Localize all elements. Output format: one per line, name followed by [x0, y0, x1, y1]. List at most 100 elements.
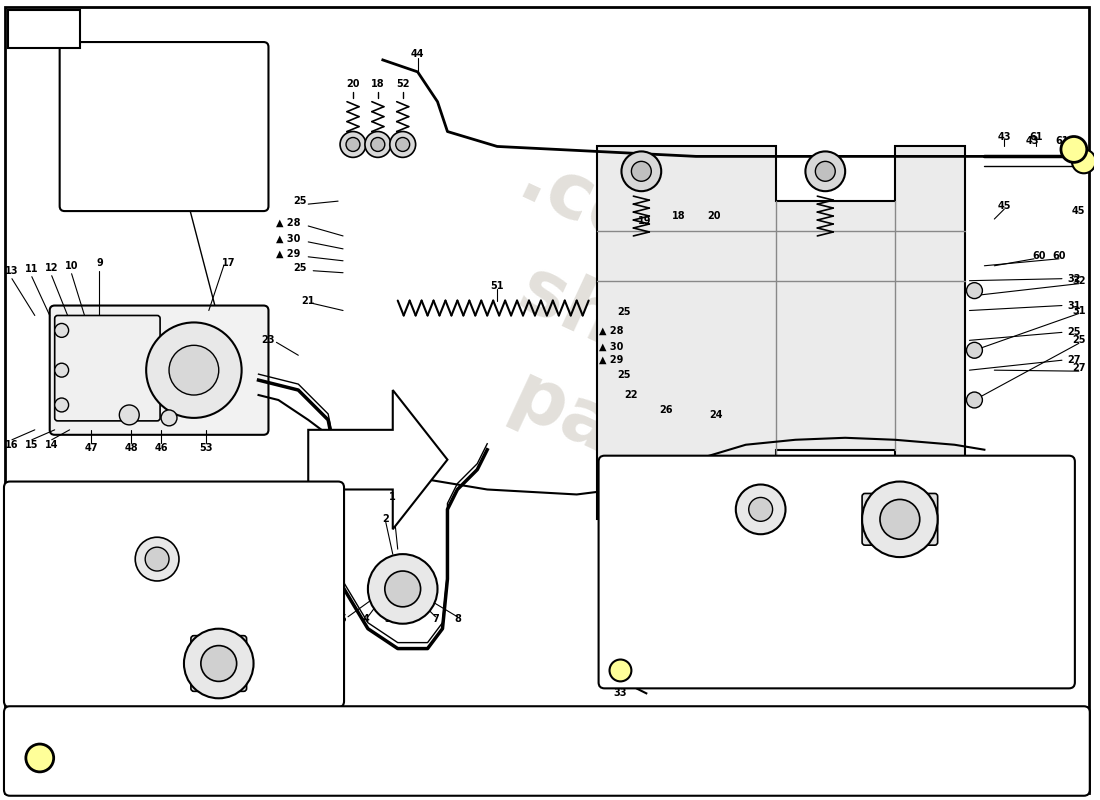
- Text: 22: 22: [625, 390, 638, 400]
- Circle shape: [749, 498, 772, 522]
- Text: 18: 18: [371, 79, 385, 89]
- Text: ▲ 29: ▲ 29: [600, 355, 624, 366]
- Text: 51: 51: [491, 281, 504, 290]
- Text: ▲ 30: ▲ 30: [600, 342, 624, 351]
- Circle shape: [367, 554, 438, 624]
- Text: 41: 41: [197, 609, 210, 618]
- Text: 53: 53: [199, 442, 212, 453]
- Text: 23: 23: [262, 335, 275, 346]
- Circle shape: [862, 482, 937, 557]
- Text: 9: 9: [96, 258, 102, 268]
- Text: Old solution: Old solution: [126, 80, 201, 90]
- Circle shape: [201, 646, 236, 682]
- Circle shape: [146, 322, 242, 418]
- FancyBboxPatch shape: [8, 10, 79, 48]
- Text: 33: 33: [18, 683, 32, 694]
- Text: 6: 6: [409, 614, 416, 624]
- Text: 43: 43: [998, 131, 1011, 142]
- FancyBboxPatch shape: [4, 706, 1090, 796]
- Text: 47: 47: [85, 442, 98, 453]
- Text: 25: 25: [294, 196, 307, 206]
- Text: 4: 4: [363, 614, 370, 624]
- Text: 49: 49: [670, 465, 683, 474]
- Circle shape: [1071, 150, 1096, 174]
- Text: 17: 17: [132, 117, 146, 126]
- Text: Vale fino all’Ass. Nr. 103178: Vale fino all’Ass. Nr. 103178: [696, 710, 871, 720]
- Text: A: A: [616, 666, 625, 675]
- Text: 26: 26: [311, 460, 324, 470]
- Text: 1: 1: [389, 493, 396, 502]
- Text: 44: 44: [411, 49, 425, 59]
- Text: 60: 60: [1032, 251, 1046, 261]
- Circle shape: [815, 162, 835, 182]
- Circle shape: [389, 131, 416, 158]
- Text: 8: 8: [454, 614, 461, 624]
- Text: ▲ 29: ▲ 29: [276, 249, 300, 259]
- Text: 20: 20: [707, 211, 721, 221]
- Text: ▲ 30: ▲ 30: [276, 234, 300, 244]
- Circle shape: [967, 282, 982, 298]
- Text: 19: 19: [638, 216, 651, 226]
- Text: 4: 4: [752, 465, 759, 474]
- Text: 50: 50: [694, 465, 707, 474]
- Circle shape: [1062, 137, 1087, 162]
- Text: 25: 25: [618, 370, 631, 380]
- Text: 42: 42: [220, 609, 233, 618]
- FancyBboxPatch shape: [4, 482, 344, 707]
- Text: 39: 39: [147, 494, 161, 505]
- FancyBboxPatch shape: [55, 315, 161, 421]
- Text: 48: 48: [124, 442, 139, 453]
- Circle shape: [184, 629, 254, 698]
- FancyBboxPatch shape: [598, 456, 1075, 688]
- Circle shape: [621, 151, 661, 191]
- Text: 10: 10: [65, 261, 78, 270]
- Text: 24: 24: [710, 410, 723, 420]
- FancyBboxPatch shape: [6, 7, 1089, 793]
- Text: 31: 31: [1072, 306, 1086, 315]
- Text: 34: 34: [23, 549, 36, 559]
- Circle shape: [55, 363, 68, 377]
- Text: 45: 45: [1072, 206, 1086, 216]
- Circle shape: [805, 151, 845, 191]
- Text: 27: 27: [1072, 363, 1086, 373]
- Text: 31: 31: [1067, 301, 1080, 310]
- Circle shape: [119, 405, 140, 425]
- Text: 36: 36: [870, 465, 883, 474]
- Text: ▲ = 54: ▲ = 54: [21, 22, 67, 36]
- Text: 27: 27: [1067, 355, 1080, 366]
- Circle shape: [135, 538, 179, 581]
- Text: 20: 20: [346, 79, 360, 89]
- Circle shape: [967, 392, 982, 408]
- Text: 46: 46: [154, 442, 168, 453]
- Text: Ass. Nr. 103227, 103289, 103525, 103553, 103596, 103600, 103609, 103612, 103613,: Ass. Nr. 103227, 103289, 103525, 103553,…: [67, 742, 871, 752]
- Text: 45: 45: [998, 201, 1011, 211]
- Text: A: A: [1069, 143, 1079, 156]
- FancyBboxPatch shape: [191, 636, 246, 691]
- Text: A: A: [1079, 156, 1088, 166]
- Text: 16: 16: [6, 440, 19, 450]
- Circle shape: [55, 323, 68, 338]
- Text: 39: 39: [838, 465, 851, 474]
- Text: 59: 59: [92, 604, 107, 614]
- Circle shape: [86, 158, 103, 175]
- Circle shape: [736, 485, 785, 534]
- Circle shape: [220, 158, 238, 175]
- FancyBboxPatch shape: [50, 306, 268, 435]
- FancyBboxPatch shape: [862, 494, 937, 545]
- Text: 37: 37: [808, 465, 822, 474]
- Text: 60: 60: [1053, 251, 1066, 261]
- Text: 58: 58: [244, 494, 257, 505]
- Text: 21: 21: [301, 295, 315, 306]
- Text: 11: 11: [25, 264, 39, 274]
- Circle shape: [396, 138, 409, 151]
- Text: 43: 43: [1025, 137, 1038, 146]
- Text: 25: 25: [294, 262, 307, 273]
- Circle shape: [169, 346, 219, 395]
- Text: 40: 40: [923, 485, 936, 494]
- Text: Valid from Ass. Nr. 103179: Valid from Ass. Nr. 103179: [50, 716, 216, 726]
- Text: 42: 42: [975, 519, 988, 530]
- Circle shape: [880, 499, 920, 539]
- Circle shape: [631, 162, 651, 182]
- Text: 1: 1: [727, 465, 734, 474]
- Text: 32: 32: [1072, 276, 1086, 286]
